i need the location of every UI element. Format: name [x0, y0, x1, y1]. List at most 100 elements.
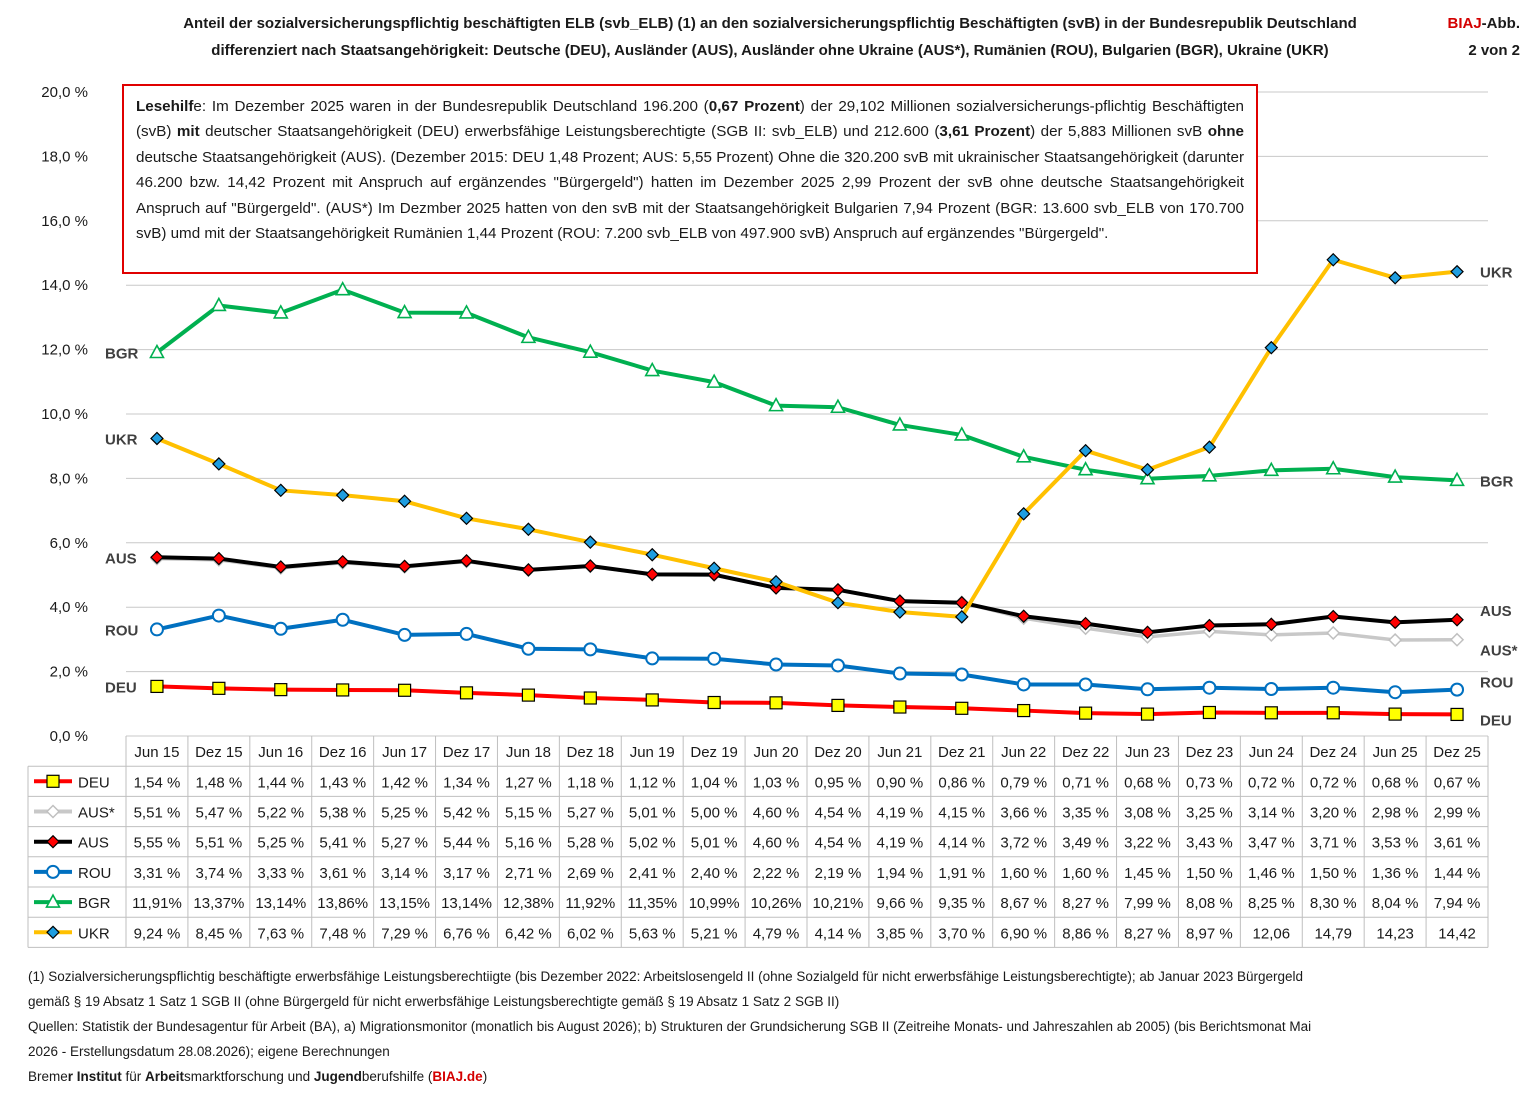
x-category-label: Jun 21: [877, 744, 922, 761]
data-point: [1388, 270, 1402, 285]
data-point: [335, 612, 350, 627]
data-point: [1202, 680, 1217, 695]
data-point: [1140, 462, 1155, 477]
data-point: [520, 328, 537, 344]
series-line-bgr: [155, 287, 1458, 483]
data-point: [955, 701, 969, 715]
publisher-line: Bremer Institut für Arbeitsmarktforschun…: [28, 1064, 1518, 1089]
data-point: [1078, 677, 1093, 692]
series-start-label: BGR: [105, 345, 139, 362]
data-point: [1140, 707, 1155, 721]
data-point: [1450, 264, 1464, 279]
data-point: [335, 554, 350, 569]
table-value: 6,02 %: [567, 925, 614, 942]
table-value: 1,04 %: [691, 774, 738, 791]
table-value: 2,98 %: [1372, 805, 1419, 822]
table-value: 5,63 %: [629, 925, 676, 942]
series-start-label: ROU: [105, 622, 138, 639]
legend-label: ROU: [78, 865, 111, 882]
table-value: 3,61 %: [1434, 835, 1481, 852]
reading-aid-lead: Lesehilf: [136, 98, 194, 115]
data-point: [1202, 440, 1217, 455]
table-value: 11,92%: [565, 895, 615, 912]
data-point: [1016, 609, 1031, 624]
x-category-label: Jun 16: [258, 744, 303, 761]
table-value: 3,08 %: [1124, 805, 1171, 822]
table-value: 3,66 %: [1000, 805, 1047, 822]
data-point: [211, 296, 227, 312]
series-start-label: DEU: [105, 679, 137, 696]
data-point: [707, 651, 722, 666]
data-point: [1078, 706, 1093, 720]
table-value: 9,66 %: [877, 895, 924, 912]
table-value: 8,27 %: [1062, 895, 1109, 912]
table-value: 5,41 %: [319, 835, 366, 852]
table-value: 8,27 %: [1124, 925, 1171, 942]
title-line-1: Anteil der sozialversicherungspflichtig …: [183, 15, 1357, 32]
table-value: 14,79: [1314, 925, 1352, 942]
table-value: 3,85 %: [877, 925, 924, 942]
data-point: [211, 608, 226, 623]
data-point: [1016, 677, 1031, 692]
table-value: 3,25 %: [1186, 805, 1233, 822]
table-value: 5,42 %: [443, 805, 490, 822]
table-value: 4,60 %: [753, 835, 800, 852]
table-value: 14,42: [1438, 925, 1476, 942]
data-point: [1449, 471, 1465, 487]
table-value: 12,06: [1253, 925, 1291, 942]
data-point: [521, 562, 536, 577]
table-value: 2,19 %: [815, 865, 862, 882]
data-point: [1388, 615, 1402, 630]
data-point: [1326, 680, 1341, 695]
table-value: 8,04 %: [1372, 895, 1419, 912]
data-point: [397, 627, 412, 642]
x-category-label: Dez 15: [195, 744, 243, 761]
data-point: [1264, 340, 1279, 355]
data-point: [1264, 627, 1279, 642]
table-value: 0,79 %: [1000, 774, 1047, 791]
data-point: [830, 398, 846, 414]
data-point: [831, 582, 845, 597]
table-value: 8,67 %: [1000, 895, 1047, 912]
x-category-label: Jun 15: [134, 744, 179, 761]
table-value: 5,55 %: [134, 835, 181, 852]
table-value: 4,54 %: [815, 835, 862, 852]
data-point: [1264, 706, 1278, 720]
table-value: 1,50 %: [1310, 865, 1357, 882]
data-point: [1388, 685, 1403, 700]
reading-aid-box: Lesehilfe: Im Dezember 2025 waren in der…: [122, 84, 1258, 274]
table-value: 3,33 %: [257, 865, 304, 882]
data-point: [831, 595, 845, 610]
data-point: [273, 483, 288, 498]
table-value: 1,12 %: [629, 774, 676, 791]
table-value: 14,23: [1376, 925, 1414, 942]
table-value: 0,67 %: [1434, 774, 1481, 791]
data-point: [1077, 461, 1094, 476]
y-tick-label: 12,0 %: [41, 342, 88, 359]
data-point: [893, 700, 907, 714]
table-value: 1,46 %: [1248, 865, 1295, 882]
publisher-text: berufshilfe (: [361, 1069, 433, 1084]
reading-aid-bold: 3,61 Prozent: [939, 123, 1031, 141]
table-value: 0,71 %: [1062, 774, 1109, 791]
data-point: [45, 804, 61, 819]
x-category-label: Jun 19: [630, 744, 675, 761]
table-value: 8,45 %: [196, 925, 243, 942]
table-value: 13,14%: [255, 895, 306, 912]
data-point: [212, 551, 226, 566]
table-value: 5,44 %: [443, 835, 490, 852]
table-value: 8,08 %: [1186, 895, 1233, 912]
table-value: 6,90 %: [1000, 925, 1047, 942]
legend-label: AUS: [78, 835, 109, 852]
data-point: [1450, 707, 1464, 722]
data-point: [1078, 443, 1093, 458]
data-point: [335, 488, 350, 502]
data-point: [212, 457, 226, 471]
table-value: 4,19 %: [877, 835, 924, 852]
table-value: 2,69 %: [567, 865, 614, 882]
publisher-text: Breme: [28, 1069, 68, 1084]
data-point: [459, 686, 474, 700]
data-point: [1325, 460, 1342, 475]
table-value: 1,54 %: [134, 774, 181, 791]
series-end-label: AUS*: [1480, 643, 1518, 660]
